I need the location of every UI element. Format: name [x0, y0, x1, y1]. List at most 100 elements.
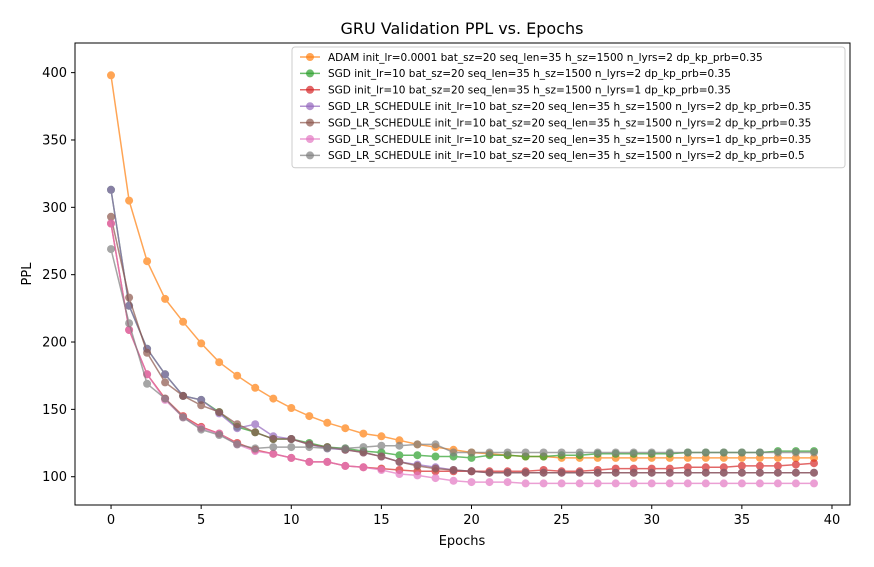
- data-point: [323, 457, 332, 466]
- data-point: [737, 468, 746, 477]
- data-point: [449, 448, 458, 457]
- data-point: [521, 479, 530, 488]
- data-point: [413, 451, 422, 460]
- data-point: [503, 448, 512, 457]
- data-point: [431, 452, 440, 461]
- data-point: [107, 219, 115, 228]
- legend-swatch-marker: [306, 69, 314, 78]
- data-point: [269, 443, 278, 452]
- data-point: [233, 440, 242, 449]
- data-point: [161, 370, 170, 379]
- plot-frame: [74, 42, 851, 506]
- data-point: [197, 401, 206, 410]
- data-point: [593, 468, 602, 477]
- data-point: [431, 464, 440, 473]
- data-point: [467, 448, 476, 457]
- data-point: [251, 428, 260, 437]
- data-point: [593, 479, 602, 488]
- data-point: [377, 466, 386, 474]
- data-point: [719, 468, 728, 477]
- data-point: [791, 468, 800, 477]
- data-point: [647, 468, 656, 477]
- data-point: [665, 479, 674, 488]
- legend-swatch-marker: [306, 151, 314, 160]
- legend-swatch-marker: [306, 135, 314, 143]
- data-point: [125, 196, 134, 205]
- legend-swatch-marker: [306, 85, 314, 94]
- data-point: [737, 461, 746, 470]
- legend-label: SGD_LR_SCHEDULE init_lr=10 bat_sz=20 seq…: [328, 134, 811, 146]
- data-point: [791, 479, 800, 488]
- series-line: [110, 75, 814, 459]
- data-point: [431, 440, 440, 449]
- x-tick-label: 25: [553, 513, 570, 528]
- data-point: [395, 441, 404, 450]
- data-point: [683, 448, 692, 457]
- data-point: [197, 339, 206, 348]
- data-point: [449, 476, 458, 485]
- data-point: [269, 449, 278, 458]
- data-point: [575, 448, 584, 457]
- data-point: [521, 468, 530, 477]
- data-point: [107, 71, 115, 80]
- data-point: [161, 294, 170, 303]
- data-point: [791, 460, 800, 469]
- data-point: [449, 466, 458, 474]
- y-tick-label: 250: [42, 268, 67, 283]
- data-point: [467, 478, 476, 487]
- data-point: [593, 448, 602, 457]
- data-point: [629, 479, 638, 488]
- data-point: [557, 448, 566, 457]
- x-tick-label: 5: [197, 513, 205, 528]
- legend-entry: SGD init_lr=10 bat_sz=20 seq_len=35 h_sz…: [300, 68, 731, 80]
- data-point: [269, 394, 278, 403]
- data-point: [287, 453, 296, 462]
- series-5: [107, 212, 818, 477]
- legend-entry: ADAM init_lr=0.0001 bat_sz=20 seq_len=35…: [300, 52, 763, 64]
- series-line: [110, 248, 814, 454]
- data-point: [719, 479, 728, 488]
- legend-label: SGD_LR_SCHEDULE init_lr=10 bat_sz=20 seq…: [328, 117, 811, 129]
- data-point: [539, 479, 548, 488]
- data-point: [161, 394, 170, 403]
- data-point: [611, 448, 620, 457]
- data-point: [143, 348, 152, 357]
- data-point: [575, 468, 584, 477]
- data-point: [701, 468, 710, 477]
- legend-entry: SGD_LR_SCHEDULE init_lr=10 bat_sz=20 seq…: [300, 117, 811, 129]
- data-point: [647, 479, 656, 488]
- y-axis-label: PPL: [20, 262, 35, 286]
- data-point: [485, 478, 494, 487]
- data-point: [377, 432, 386, 441]
- data-point: [647, 448, 656, 457]
- data-point: [773, 468, 782, 477]
- data-point: [557, 479, 566, 488]
- data-point: [341, 461, 350, 470]
- data-point: [737, 479, 746, 488]
- data-point: [179, 391, 188, 400]
- data-point: [755, 448, 764, 457]
- data-point: [611, 468, 620, 477]
- data-point: [773, 479, 782, 488]
- legend: ADAM init_lr=0.0001 bat_sz=20 seq_len=35…: [291, 46, 846, 169]
- data-point: [305, 412, 314, 421]
- series-7: [107, 245, 818, 457]
- data-point: [251, 383, 260, 392]
- data-point: [557, 468, 566, 477]
- axes: 0 5 10 15 20 25 30 35 40 100 150 200 250 300 350 400: [42, 42, 851, 528]
- data-point: [467, 467, 476, 476]
- x-tick-label: 35: [734, 513, 751, 528]
- data-point: [485, 468, 494, 477]
- data-point: [359, 463, 368, 472]
- x-tick-label: 0: [107, 513, 115, 528]
- data-point: [665, 468, 674, 477]
- data-point: [215, 408, 224, 417]
- data-point: [377, 452, 386, 461]
- data-point: [233, 420, 242, 429]
- data-point: [107, 245, 115, 254]
- legend-label: SGD_LR_SCHEDULE init_lr=10 bat_sz=20 seq…: [328, 101, 811, 113]
- data-point: [395, 457, 404, 466]
- data-point: [287, 443, 296, 452]
- data-point: [233, 371, 242, 380]
